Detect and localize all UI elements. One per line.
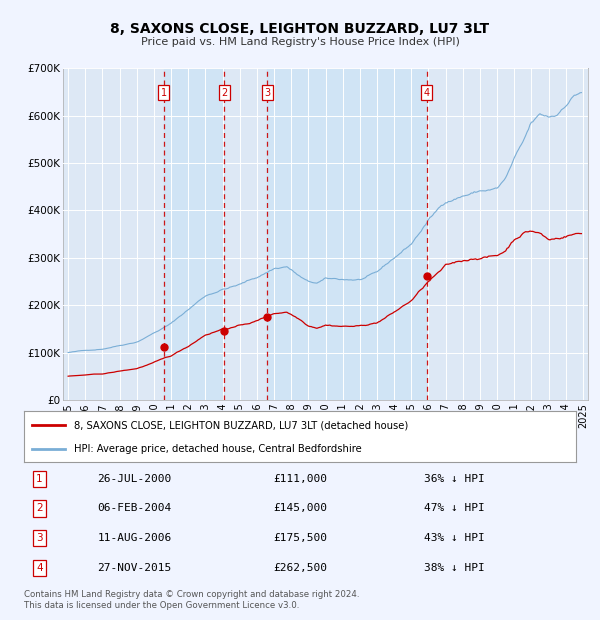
Text: 06-FEB-2004: 06-FEB-2004 — [97, 503, 172, 513]
Text: 1: 1 — [161, 88, 167, 98]
Text: 4: 4 — [424, 88, 430, 98]
Text: 3: 3 — [264, 88, 271, 98]
Text: 8, SAXONS CLOSE, LEIGHTON BUZZARD, LU7 3LT: 8, SAXONS CLOSE, LEIGHTON BUZZARD, LU7 3… — [110, 22, 490, 36]
Text: 11-AUG-2006: 11-AUG-2006 — [97, 533, 172, 543]
Text: 47% ↓ HPI: 47% ↓ HPI — [424, 503, 485, 513]
Text: Price paid vs. HM Land Registry's House Price Index (HPI): Price paid vs. HM Land Registry's House … — [140, 37, 460, 46]
Text: 26-JUL-2000: 26-JUL-2000 — [97, 474, 172, 484]
Text: £145,000: £145,000 — [273, 503, 327, 513]
Bar — [268, 68, 427, 400]
Text: 2: 2 — [221, 88, 227, 98]
Bar — [164, 68, 224, 400]
Text: 1: 1 — [36, 474, 43, 484]
Text: 8, SAXONS CLOSE, LEIGHTON BUZZARD, LU7 3LT (detached house): 8, SAXONS CLOSE, LEIGHTON BUZZARD, LU7 3… — [74, 420, 408, 430]
Text: 36% ↓ HPI: 36% ↓ HPI — [424, 474, 485, 484]
Text: 3: 3 — [36, 533, 43, 543]
Text: Contains HM Land Registry data © Crown copyright and database right 2024.
This d: Contains HM Land Registry data © Crown c… — [24, 590, 359, 609]
Text: HPI: Average price, detached house, Central Bedfordshire: HPI: Average price, detached house, Cent… — [74, 444, 361, 454]
Text: £175,500: £175,500 — [273, 533, 327, 543]
Text: 38% ↓ HPI: 38% ↓ HPI — [424, 563, 485, 573]
Text: 4: 4 — [36, 563, 43, 573]
Text: 27-NOV-2015: 27-NOV-2015 — [97, 563, 172, 573]
Text: £111,000: £111,000 — [273, 474, 327, 484]
Text: £262,500: £262,500 — [273, 563, 327, 573]
Text: 43% ↓ HPI: 43% ↓ HPI — [424, 533, 485, 543]
Text: 2: 2 — [36, 503, 43, 513]
